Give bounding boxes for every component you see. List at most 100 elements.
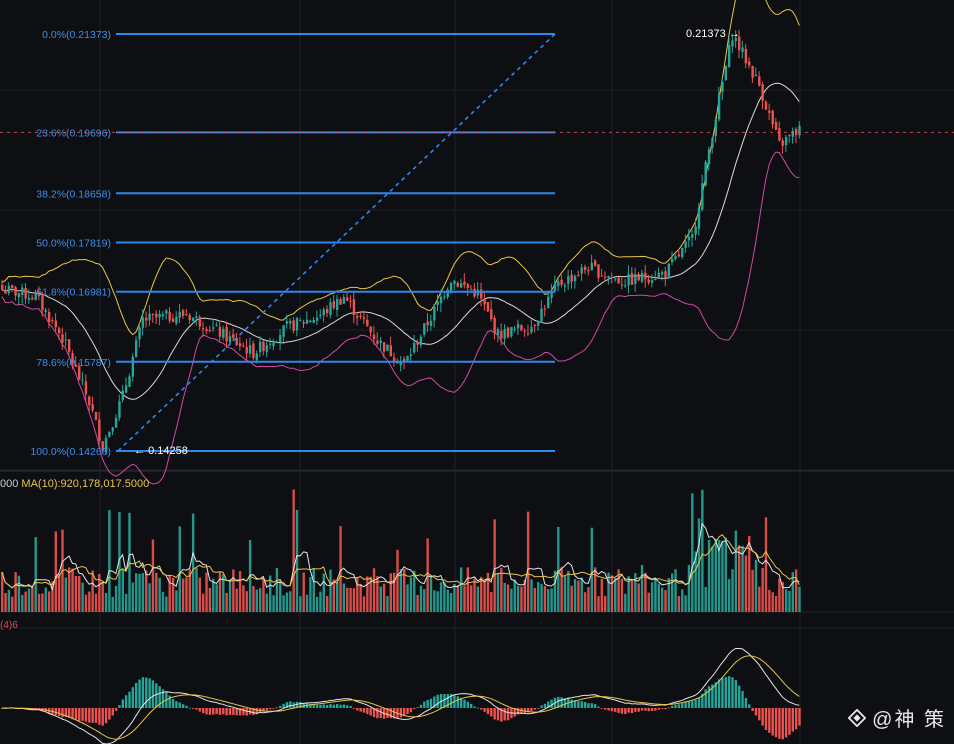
- macd-bar: [376, 708, 379, 719]
- candle-body: [24, 287, 27, 299]
- volume-bar: [540, 583, 543, 612]
- volume-bar: [74, 575, 78, 612]
- volume-bar: [691, 493, 694, 612]
- candle-body: [342, 297, 346, 304]
- volume-bar: [34, 537, 37, 612]
- macd-bar: [91, 708, 94, 723]
- candle-body: [624, 285, 627, 287]
- bollinger-lower: [1, 151, 800, 485]
- macd-bar: [557, 696, 560, 708]
- macd-bar: [68, 708, 71, 718]
- macd-bar: [322, 704, 325, 708]
- macd-bar: [275, 707, 279, 709]
- volume-bar: [741, 546, 744, 612]
- macd-bar: [644, 708, 647, 711]
- candle-body: [550, 291, 553, 298]
- candle-body: [429, 320, 433, 326]
- candle-body: [627, 274, 630, 286]
- volume-bar: [175, 590, 178, 612]
- candle-body: [215, 325, 218, 327]
- macd-bar: [379, 708, 382, 719]
- candle-body: [175, 316, 178, 324]
- volume-bar: [222, 573, 225, 612]
- candle-body: [637, 274, 640, 281]
- candle-body: [778, 128, 781, 141]
- macd-bar: [671, 705, 674, 708]
- volume-bar: [392, 572, 396, 612]
- candle-body: [258, 341, 262, 353]
- candle-body: [711, 138, 714, 148]
- candle-body: [151, 313, 155, 315]
- macd-bar: [506, 708, 510, 721]
- macd-bar: [590, 703, 593, 708]
- macd-bar: [315, 704, 319, 708]
- volume-bar: [336, 582, 339, 612]
- volume-bar: [54, 531, 57, 612]
- volume-bar: [389, 573, 392, 612]
- candle-body: [593, 260, 597, 266]
- volume-bar: [329, 569, 332, 612]
- volume-bar: [342, 583, 346, 612]
- macd-bar: [339, 704, 342, 708]
- candle-body: [614, 278, 617, 280]
- volume-bar: [372, 568, 376, 612]
- candle-body: [352, 299, 356, 316]
- candle-body: [255, 353, 258, 361]
- volume-bar: [98, 573, 101, 612]
- volume-bar: [778, 578, 781, 612]
- volume-bar: [644, 572, 647, 612]
- volume-bar: [94, 593, 98, 612]
- candle-body: [724, 65, 727, 81]
- macd-bar: [543, 703, 547, 708]
- macd-bar: [634, 708, 637, 712]
- macd-bar: [496, 708, 500, 721]
- macd-bar: [342, 704, 346, 708]
- volume-bar: [295, 509, 299, 612]
- volume-bar: [714, 538, 717, 612]
- macd-bar: [547, 701, 550, 708]
- macd-bar: [212, 708, 215, 715]
- candle-body: [587, 270, 590, 272]
- volume-bar: [332, 579, 336, 612]
- macd-bar: [490, 708, 493, 717]
- macd-bar: [413, 708, 416, 710]
- candle-body: [664, 271, 667, 278]
- volume-bar: [289, 591, 292, 612]
- volume-bar: [181, 578, 185, 612]
- volume-bar: [339, 526, 342, 612]
- macd-bar: [798, 708, 801, 726]
- candle-body: [135, 340, 138, 357]
- fib-level-label: 0.0%(0.21373): [42, 29, 111, 41]
- volume-bar: [443, 581, 446, 612]
- macd-bar: [577, 701, 580, 708]
- volume-bar: [550, 588, 553, 612]
- volume-bar: [51, 581, 54, 612]
- volume-bar: [228, 579, 232, 612]
- volume-bar: [423, 589, 426, 612]
- volume-bar: [573, 579, 577, 612]
- candle-body: [399, 361, 403, 366]
- macd-bar: [701, 693, 704, 708]
- candle-body: [252, 343, 255, 359]
- macd-bar: [208, 708, 212, 715]
- volume-bar: [195, 567, 198, 612]
- volume-bar: [202, 593, 205, 612]
- candle-body: [81, 379, 84, 381]
- volume-bar: [567, 570, 570, 612]
- candle-body: [208, 330, 212, 332]
- volume-bar: [583, 592, 587, 612]
- volume-bar: [309, 577, 312, 612]
- candle-body: [289, 320, 292, 324]
- volume-bar: [245, 591, 248, 612]
- macd-bar: [446, 694, 449, 708]
- candle-body: [148, 313, 151, 321]
- candle-body: [272, 342, 275, 347]
- macd-bar: [285, 702, 289, 708]
- macd-bar: [215, 708, 218, 715]
- macd-bar: [550, 699, 553, 708]
- macd-bar: [691, 700, 694, 708]
- candle-body: [91, 404, 94, 411]
- candle-body: [379, 340, 382, 344]
- high-price-label: 0.21373 →: [686, 28, 740, 40]
- volume-bar: [208, 587, 212, 612]
